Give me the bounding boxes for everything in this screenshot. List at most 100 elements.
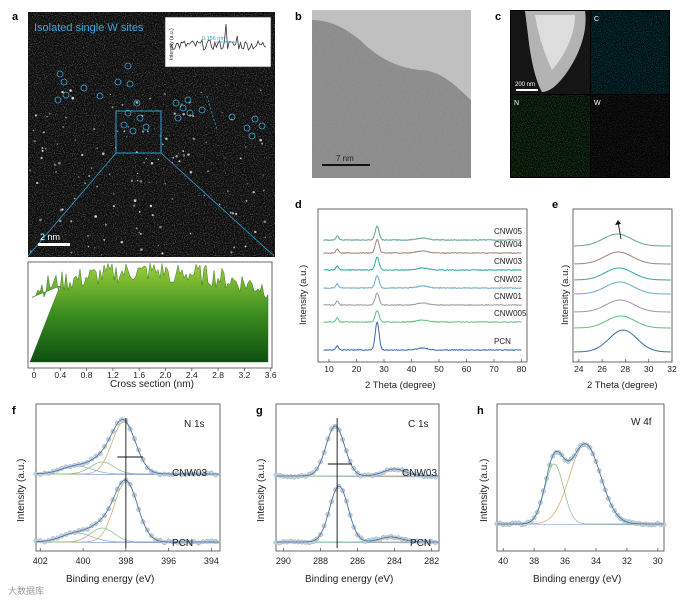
atom-speck xyxy=(139,232,142,236)
inset-annotation: 0.156 nm xyxy=(202,36,225,42)
w-site xyxy=(54,96,62,104)
g-title: C 1s xyxy=(408,419,429,430)
xps-series-label: PCN xyxy=(410,538,431,549)
vacuum-region xyxy=(312,10,471,100)
surface-tick: 0 xyxy=(32,370,37,380)
d-legend-CNW01: CNW01 xyxy=(494,292,523,301)
panel-a-surface-plot: 0 0.4 0.8 1.2 1.6 2.0 2.4 2.8 3.2 3.6 Cross secti… xyxy=(27,261,277,390)
atom-speck xyxy=(56,143,59,145)
panel-label-c: c xyxy=(495,11,501,23)
atom-speck xyxy=(229,211,232,214)
atom-speck xyxy=(87,175,91,178)
inset-tick: 2 xyxy=(216,69,219,75)
atom-speck xyxy=(182,150,185,152)
atom-speck xyxy=(116,130,119,133)
atom-speck xyxy=(59,219,62,223)
atom-speck xyxy=(121,103,124,106)
atom-speck xyxy=(262,189,265,192)
atom-speck xyxy=(182,112,186,116)
atom-speck xyxy=(192,115,195,118)
e-xtick: 28 xyxy=(621,364,631,374)
d-series-CNW05 xyxy=(323,225,522,242)
atom-speck xyxy=(96,185,98,188)
atom-speck xyxy=(157,244,159,247)
w-site xyxy=(133,99,141,107)
d-xtick: 30 xyxy=(379,364,389,374)
xps-point xyxy=(170,472,176,477)
atom-speck xyxy=(262,174,264,176)
d-xtick: 70 xyxy=(489,364,499,374)
atom-speck xyxy=(226,190,229,193)
zoom-line-right xyxy=(160,152,275,257)
atom-speck xyxy=(48,234,50,237)
surface-xlabel: Cross section (nm) xyxy=(110,379,194,390)
d-ylabel: Intensity (a.u.) xyxy=(298,265,309,325)
atom-speck xyxy=(135,227,138,230)
surface-tick: 3.2 xyxy=(238,370,250,380)
w-site xyxy=(124,62,132,70)
h-xlabel: Binding energy (eV) xyxy=(533,574,621,585)
d-series-CNW04 xyxy=(323,238,522,255)
atom-speck xyxy=(259,89,262,92)
atom-speck xyxy=(61,208,64,211)
surface-tick: 2.8 xyxy=(212,370,224,380)
d-xtick: 40 xyxy=(407,364,417,374)
atom-speck xyxy=(179,105,182,108)
e-xlabel: 2 Theta (degree) xyxy=(587,380,658,391)
atom-speck xyxy=(44,147,47,150)
w-site xyxy=(258,122,266,130)
atom-speck xyxy=(189,170,193,174)
atom-speck xyxy=(69,89,72,92)
atom-speck xyxy=(61,90,64,94)
xps-xtick: 282 xyxy=(424,556,439,566)
xps-xtick: 30 xyxy=(653,556,663,566)
atom-speck xyxy=(161,252,164,255)
atom-speck xyxy=(151,214,154,217)
panel-e-xrd-zoom-chart: 24 26 28 30 32 2 Theta (degree) Intensity (a… xyxy=(560,208,677,391)
atom-speck xyxy=(177,152,179,155)
panel-a-inset-profile: 0.156 nm Intensity (a.u.) 0 1 2 3 4 Position… xyxy=(164,16,272,78)
scale-bar-c-label: 200 nm xyxy=(515,82,535,88)
panel-label-g: g xyxy=(256,405,263,417)
atom-speck xyxy=(104,223,107,226)
atom-speck xyxy=(235,212,238,215)
inset-profile-line xyxy=(169,23,267,51)
w-site xyxy=(198,106,206,114)
atom-speck xyxy=(127,125,130,128)
xps-xtick: 286 xyxy=(350,556,365,566)
xps-xtick: 396 xyxy=(161,556,176,566)
atom-speck xyxy=(120,240,124,244)
atom-speck xyxy=(55,170,57,173)
w-site xyxy=(248,132,256,140)
atom-speck xyxy=(70,251,73,254)
panel-a-title: Isolated single W sites xyxy=(34,22,144,34)
w-site xyxy=(136,114,144,122)
e-series-2 xyxy=(574,267,671,281)
atom-speck xyxy=(187,153,190,156)
atom-speck xyxy=(126,136,128,138)
xps-point xyxy=(37,471,43,477)
xps-fit xyxy=(276,485,439,543)
watermark: 大数据库 xyxy=(8,585,44,596)
atom-speck xyxy=(81,153,84,157)
atom-speck xyxy=(139,179,143,183)
atom-speck xyxy=(159,225,162,229)
map-label-w: W xyxy=(594,100,601,107)
atom-speck xyxy=(180,103,183,106)
e-series-3 xyxy=(574,281,671,295)
panel-c-eds-maps: 200 nm C N W xyxy=(510,10,670,178)
atom-speck xyxy=(164,182,166,185)
atom-speck xyxy=(218,203,221,206)
atom-speck xyxy=(33,140,36,143)
atom-speck xyxy=(200,91,202,94)
d-series-CNW01 xyxy=(323,292,522,307)
d-series-CNW03 xyxy=(323,256,522,272)
surface-tick: 0.4 xyxy=(54,370,66,380)
surface-tick: 1.2 xyxy=(107,370,119,380)
atom-speck xyxy=(189,232,192,235)
w-site xyxy=(179,104,187,112)
atom-speck xyxy=(100,254,103,256)
d-xtick: 10 xyxy=(324,364,334,374)
w-site xyxy=(120,121,128,129)
xps-xtick: 34 xyxy=(591,556,601,566)
